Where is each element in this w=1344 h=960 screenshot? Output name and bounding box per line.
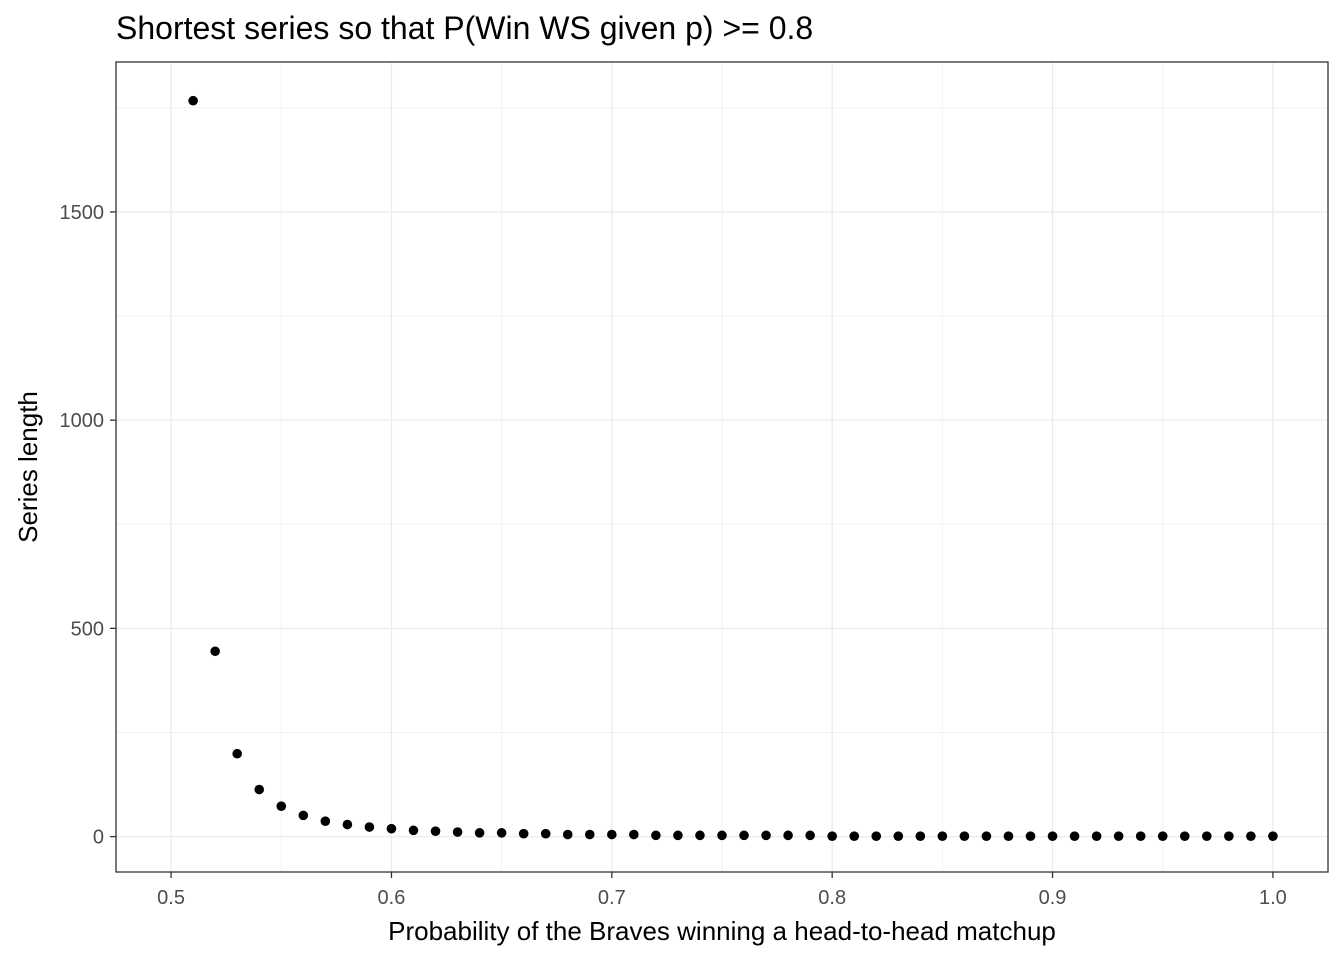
x-tick-label: 1.0	[1259, 887, 1287, 909]
data-point	[540, 828, 551, 839]
data-point	[981, 831, 992, 841]
panel-border	[115, 61, 1329, 873]
y-axis: 0 500 1000 1500	[60, 202, 116, 849]
grid-lines	[116, 62, 1328, 872]
y-axis-title: Series length	[13, 391, 43, 543]
x-axis: 0.5 0.6 0.7 0.8 0.9 1.0	[157, 872, 1287, 909]
data-point	[188, 95, 198, 106]
data-point	[805, 830, 815, 841]
x-tick-label: 0.6	[378, 887, 406, 909]
data-point	[673, 830, 683, 841]
data-point	[827, 831, 837, 841]
data-point	[1091, 831, 1102, 841]
data-point	[364, 822, 375, 832]
data-point	[607, 829, 617, 840]
data-point	[562, 829, 573, 840]
data-point	[474, 828, 485, 838]
data-point	[849, 831, 860, 841]
data-point	[871, 831, 882, 841]
data-point	[629, 829, 639, 840]
data-point	[430, 826, 441, 836]
data-point	[739, 830, 749, 841]
data-point	[717, 830, 727, 841]
data-point	[1179, 831, 1190, 841]
data-point	[1135, 831, 1146, 841]
data-point	[651, 830, 661, 841]
x-tick-label: 0.8	[818, 887, 846, 909]
data-point	[1069, 831, 1080, 841]
data-point	[1268, 831, 1278, 841]
data-point	[915, 831, 926, 841]
data-point	[1025, 831, 1036, 841]
data-point	[1246, 831, 1256, 841]
data-point	[1202, 831, 1212, 841]
x-tick-label: 0.5	[157, 887, 185, 909]
data-point	[276, 801, 287, 812]
chart-title: Shortest series so that P(Win WS given p…	[116, 10, 814, 46]
data-point	[1047, 831, 1058, 841]
data-point	[1003, 831, 1014, 841]
data-point	[298, 810, 309, 821]
data-point	[254, 784, 265, 795]
data-point	[210, 646, 220, 657]
data-point	[893, 831, 904, 841]
data-point	[695, 830, 705, 841]
data-point	[1113, 831, 1124, 841]
data-points	[188, 95, 1278, 841]
y-tick-label: 500	[71, 618, 104, 640]
data-point	[496, 828, 507, 838]
data-point	[452, 827, 463, 837]
data-point	[408, 825, 419, 836]
data-point	[1224, 831, 1234, 841]
y-tick-label: 1000	[60, 410, 105, 432]
data-point	[959, 831, 970, 841]
x-axis-title: Probability of the Braves winning a head…	[388, 916, 1056, 946]
data-point	[386, 823, 397, 834]
data-point	[518, 828, 529, 839]
data-point	[320, 816, 331, 826]
x-tick-label: 0.7	[598, 887, 626, 909]
data-point	[937, 831, 948, 841]
data-point	[232, 748, 242, 759]
data-point	[342, 819, 353, 830]
data-point	[584, 829, 595, 840]
y-tick-label: 0	[93, 827, 104, 849]
y-tick-label: 1500	[60, 202, 105, 224]
data-point	[1157, 831, 1168, 841]
data-point	[783, 830, 793, 841]
x-tick-label: 0.9	[1039, 887, 1067, 909]
data-point	[761, 830, 771, 841]
